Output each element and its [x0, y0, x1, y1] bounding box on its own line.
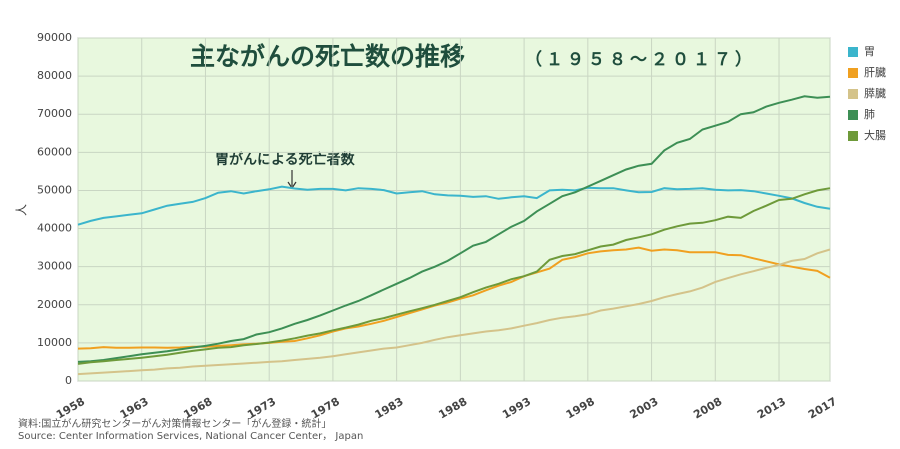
source-note: 資料:国立がん研究センターがん対策情報センター「がん登録・統計」 — [18, 417, 331, 430]
y-axis-label: 人 — [15, 204, 29, 216]
legend-swatch — [848, 110, 858, 120]
y-tick-label: 20000 — [37, 298, 72, 311]
series-line — [77, 95, 831, 363]
x-tick-label: 2017 — [806, 395, 839, 422]
x-tick-label: 2003 — [628, 395, 661, 422]
legend-label: 肝臓 — [864, 66, 886, 79]
plot-area — [77, 37, 831, 382]
x-tick-label: 1978 — [309, 395, 342, 422]
x-tick-label: 1968 — [181, 395, 214, 422]
y-tick-label: 10000 — [37, 336, 72, 349]
legend-label: 膵臓 — [864, 87, 886, 100]
y-tick-label: 80000 — [37, 69, 72, 82]
y-tick-label: 90000 — [37, 31, 72, 44]
legend-label: 肺 — [864, 108, 875, 121]
x-tick-label: 1963 — [118, 395, 151, 422]
y-tick-label: 30000 — [37, 260, 72, 273]
x-tick-label: 1958 — [54, 395, 87, 422]
x-tick-label: 1998 — [564, 395, 597, 422]
x-tick-label: 1988 — [436, 395, 469, 422]
y-tick-label: 40000 — [37, 222, 72, 235]
annotation: 胃がんによる死亡者数 — [215, 151, 356, 168]
chart-title: 主ながんの死亡数の推移 — [190, 42, 465, 71]
legend-swatch — [848, 89, 858, 99]
legend-label: 胃 — [864, 45, 875, 58]
x-tick-label: 1983 — [373, 395, 406, 422]
series-line — [77, 185, 831, 226]
source-note: Source: Center Information Services, Nat… — [18, 431, 363, 442]
y-tick-label: 70000 — [37, 107, 72, 120]
x-tick-label: 2013 — [755, 395, 788, 422]
chart-subtitle: （１９５８～２０１７） — [525, 49, 756, 70]
series-line — [77, 187, 831, 365]
x-tick-label: 1973 — [245, 395, 278, 422]
x-tick-label: 1993 — [500, 395, 533, 422]
legend-swatch — [848, 47, 858, 57]
y-tick-label: 0 — [65, 374, 72, 387]
legend-label: 大腸 — [864, 128, 886, 142]
legend-swatch — [848, 68, 858, 78]
y-tick-label: 50000 — [37, 183, 72, 196]
x-tick-label: 2008 — [691, 395, 724, 422]
legend-swatch — [848, 131, 858, 141]
series-line — [77, 248, 831, 376]
y-tick-label: 60000 — [37, 145, 72, 158]
